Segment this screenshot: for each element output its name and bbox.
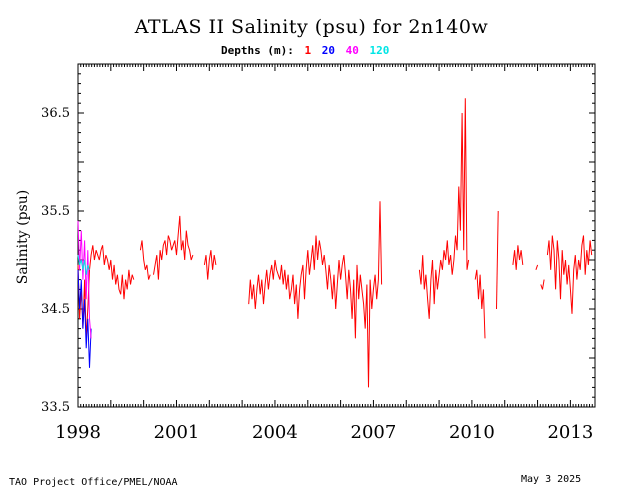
footer-date: May 3 2025 — [521, 474, 582, 485]
y-tick-label: 34.5 — [41, 302, 70, 317]
series-1-line — [153, 215, 194, 280]
plot-frame — [77, 63, 596, 408]
chart-title: ATLAS II Salinity (psu) for 2n140w — [134, 16, 489, 38]
x-tick-label: 2004 — [252, 422, 298, 443]
series-1-line — [418, 98, 470, 319]
series-40-line — [77, 220, 92, 339]
x-tick-label: 2007 — [351, 422, 397, 443]
y-axis-label: Salinity (psu) — [15, 190, 31, 284]
x-tick-label: 1998 — [55, 422, 101, 443]
y-tick-label: 33.5 — [41, 400, 70, 415]
series-1-line — [540, 279, 545, 290]
legend-entry-1: 1 — [304, 44, 312, 57]
series-1-line — [512, 245, 524, 270]
legend-entry-120: 120 — [369, 44, 390, 57]
series-1-line — [77, 245, 135, 339]
legend-entry-20: 20 — [321, 44, 335, 57]
axes: 33.5 34.5 35.5 36.5 1998 2001 2004 2007 2010 2013 — [41, 63, 596, 443]
series-120-line — [77, 255, 90, 275]
legend-entry-40: 40 — [345, 44, 359, 57]
series-20-line — [77, 269, 92, 368]
series-1-line — [496, 210, 499, 310]
y-tick-label: 35.5 — [41, 204, 70, 219]
depths-legend: Depths (m): 1 20 40 120 — [221, 44, 393, 57]
series-1-line — [546, 235, 593, 314]
series-1-line — [248, 201, 383, 388]
x-tick-label: 2010 — [449, 422, 495, 443]
x-tick-label: 2013 — [547, 422, 593, 443]
series-1-line — [203, 250, 217, 280]
series-layer — [77, 98, 593, 388]
series-1-line — [535, 264, 539, 270]
x-tick-label: 2001 — [154, 422, 200, 443]
y-tick-label: 36.5 — [41, 106, 70, 121]
series-1-line — [139, 240, 151, 280]
legend-label: Depths (m): — [221, 44, 294, 57]
series-1-line — [474, 269, 486, 339]
footer-credit: TAO Project Office/PMEL/NOAA — [9, 477, 178, 488]
